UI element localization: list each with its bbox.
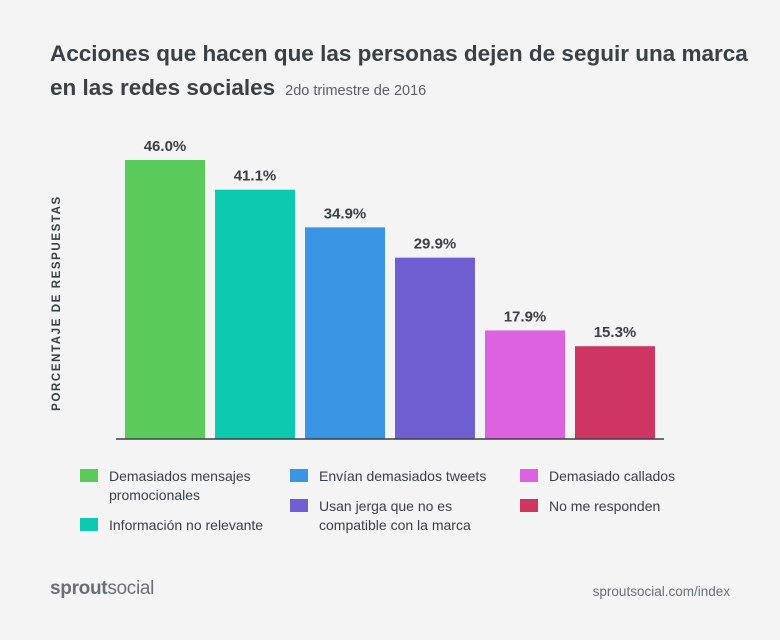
- legend-item: Usan jerga que no es compatible con la ma…: [290, 497, 471, 535]
- legend-label: Demasiado callados: [549, 468, 676, 484]
- chart-subtitle: 2do trimestre de 2016: [285, 83, 427, 99]
- bar-value-label: 15.3%: [594, 324, 637, 341]
- bar-value-label: 29.9%: [414, 236, 457, 253]
- legend-item: Envían demasiados tweets: [290, 467, 486, 486]
- legend-label: Demasiados mensajes promocionales: [109, 468, 251, 503]
- legend-item: Demasiados mensajes promocionales: [80, 467, 251, 505]
- legend-label: No me responden: [549, 498, 661, 514]
- legend-swatch: [80, 518, 98, 531]
- legend-label: Información no relevante: [109, 517, 264, 533]
- legend-label: Usan jerga que no es compatible con la ma…: [319, 498, 471, 533]
- legend-swatch: [520, 469, 538, 482]
- bar-5: [485, 330, 565, 439]
- bar-value-label: 17.9%: [504, 308, 547, 325]
- bars-group: 46.0% 41.1% 34.9% 29.9% 17.9% 15.3%: [125, 138, 655, 439]
- legend-swatch: [290, 469, 308, 482]
- bar-value-label: 34.9%: [324, 205, 367, 222]
- legend-swatch: [520, 499, 538, 512]
- bar-2: [215, 189, 295, 439]
- legend-swatch: [80, 469, 98, 482]
- bar-6: [575, 346, 655, 439]
- bar-value-label: 46.0%: [144, 138, 187, 155]
- y-axis-label: PORCENTAJE DE RESPUESTAS: [51, 195, 63, 411]
- legend-item: No me responden: [520, 497, 660, 516]
- chart-title: Acciones que hacen que las personas deje…: [50, 37, 750, 108]
- brand-logo-bold: sprout: [50, 578, 108, 599]
- legend-swatch: [290, 499, 308, 512]
- legend-item: Información no relevante: [80, 516, 263, 535]
- brand-logo: sproutsocial: [50, 578, 154, 600]
- legend-label: Envían demasiados tweets: [319, 468, 487, 484]
- bar-3: [305, 227, 385, 439]
- bar-value-label: 41.1%: [234, 168, 277, 185]
- footer-url: sproutsocial.com/index: [592, 584, 730, 599]
- bar-chart: 46.0% 41.1% 34.9% 29.9% 17.9% 15.3% PORCENTAJ…: [51, 138, 664, 440]
- brand-logo-light: social: [107, 578, 155, 599]
- chart-title-text: Acciones que hacen que las personas deje…: [50, 41, 748, 100]
- bar-4: [395, 257, 475, 439]
- bar-1: [125, 160, 205, 439]
- legend-item: Demasiado callados: [520, 467, 675, 486]
